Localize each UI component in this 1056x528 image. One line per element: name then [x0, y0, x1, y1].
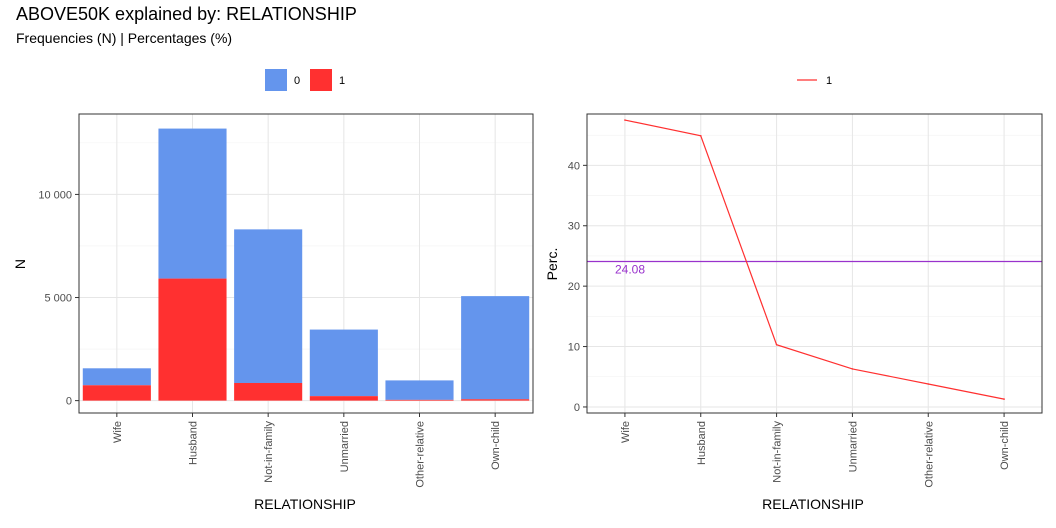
- legend-label-right-1: 1: [826, 75, 832, 87]
- left-x-axis-label: RELATIONSHIP: [254, 496, 356, 512]
- right-y-ticks: 0 10 20 30 40: [568, 160, 587, 414]
- series-point: [927, 383, 930, 385]
- left-y-tick-label: 5 000: [44, 293, 72, 305]
- left-y-axis-label: N: [12, 259, 28, 269]
- left-x-tick-label: Wife: [112, 421, 124, 443]
- left-gridlines: [79, 114, 533, 413]
- bar-series-0: [385, 380, 454, 400]
- bar-series-1: [385, 399, 454, 401]
- right-panel-border: [586, 113, 1043, 414]
- series-point: [851, 368, 854, 370]
- bar-series-1: [82, 385, 151, 401]
- bar-series-0: [309, 329, 378, 397]
- legend-swatch-0: [265, 69, 287, 91]
- series-point: [624, 119, 626, 121]
- right-gridlines: [587, 114, 1042, 413]
- left-y-tick-label: 0: [66, 396, 72, 408]
- series-point: [699, 134, 702, 137]
- chart-title: ABOVE50K explained by: RELATIONSHIP: [16, 4, 357, 24]
- bar-series-1: [234, 382, 303, 401]
- bar-series-1: [309, 396, 378, 401]
- left-panel-border: [78, 113, 534, 414]
- right-x-tick-label: Own-child: [999, 421, 1011, 470]
- legend-label-1: 1: [339, 75, 345, 87]
- bar-series-0: [234, 229, 303, 383]
- bar-series-1: [158, 278, 227, 401]
- left-x-tick-label: Husband: [188, 421, 200, 465]
- left-x-tick-label: Not-in-family: [263, 421, 275, 483]
- right-y-tick-label: 0: [574, 402, 580, 414]
- legend-label-0: 0: [294, 75, 300, 87]
- series-point: [775, 343, 778, 346]
- right-y-tick-label: 10: [568, 342, 580, 354]
- chart-subtitle: Frequencies (N) | Percentages (%): [16, 30, 233, 46]
- legend-swatch-1: [310, 69, 332, 91]
- right-y-tick-label: 20: [568, 281, 580, 293]
- series-line-1: [624, 119, 1005, 400]
- left-x-ticks: Wife Husband Not-in-family Unmarried Other-r…: [112, 413, 502, 488]
- bar-series-0: [82, 368, 151, 386]
- left-y-tick-label: 10 000: [38, 189, 72, 201]
- bar-series-1: [461, 399, 530, 401]
- left-bars: [82, 128, 530, 401]
- right-x-tick-label: Other-relative: [923, 421, 935, 488]
- right-y-tick-label: 30: [568, 221, 580, 233]
- left-x-tick-label: Own-child: [490, 421, 502, 470]
- bar-series-0: [158, 128, 227, 279]
- left-legend: 0 1: [265, 69, 345, 91]
- reference-line-group: 24.08: [587, 260, 1042, 277]
- reference-line-label: 24.08: [615, 263, 645, 277]
- left-y-ticks: 0 5 000 10 000: [38, 189, 79, 408]
- right-x-tick-label: Unmarried: [847, 421, 859, 472]
- right-y-tick-label: 40: [568, 160, 580, 172]
- series-point: [1003, 398, 1005, 400]
- bar-series-0: [461, 296, 530, 400]
- right-series-lines: [624, 119, 1005, 400]
- right-x-tick-label: Not-in-family: [772, 421, 784, 483]
- right-x-tick-label: Husband: [696, 421, 708, 465]
- right-legend: 1: [797, 75, 832, 87]
- right-y-axis-label: Perc.: [544, 248, 560, 281]
- right-x-axis-label: RELATIONSHIP: [762, 496, 864, 512]
- right-x-tick-label: Wife: [620, 421, 632, 443]
- left-x-tick-label: Other-relative: [415, 421, 427, 488]
- left-x-tick-label: Unmarried: [339, 421, 351, 472]
- right-x-ticks: Wife Husband Not-in-family Unmarried Other-r…: [620, 413, 1011, 488]
